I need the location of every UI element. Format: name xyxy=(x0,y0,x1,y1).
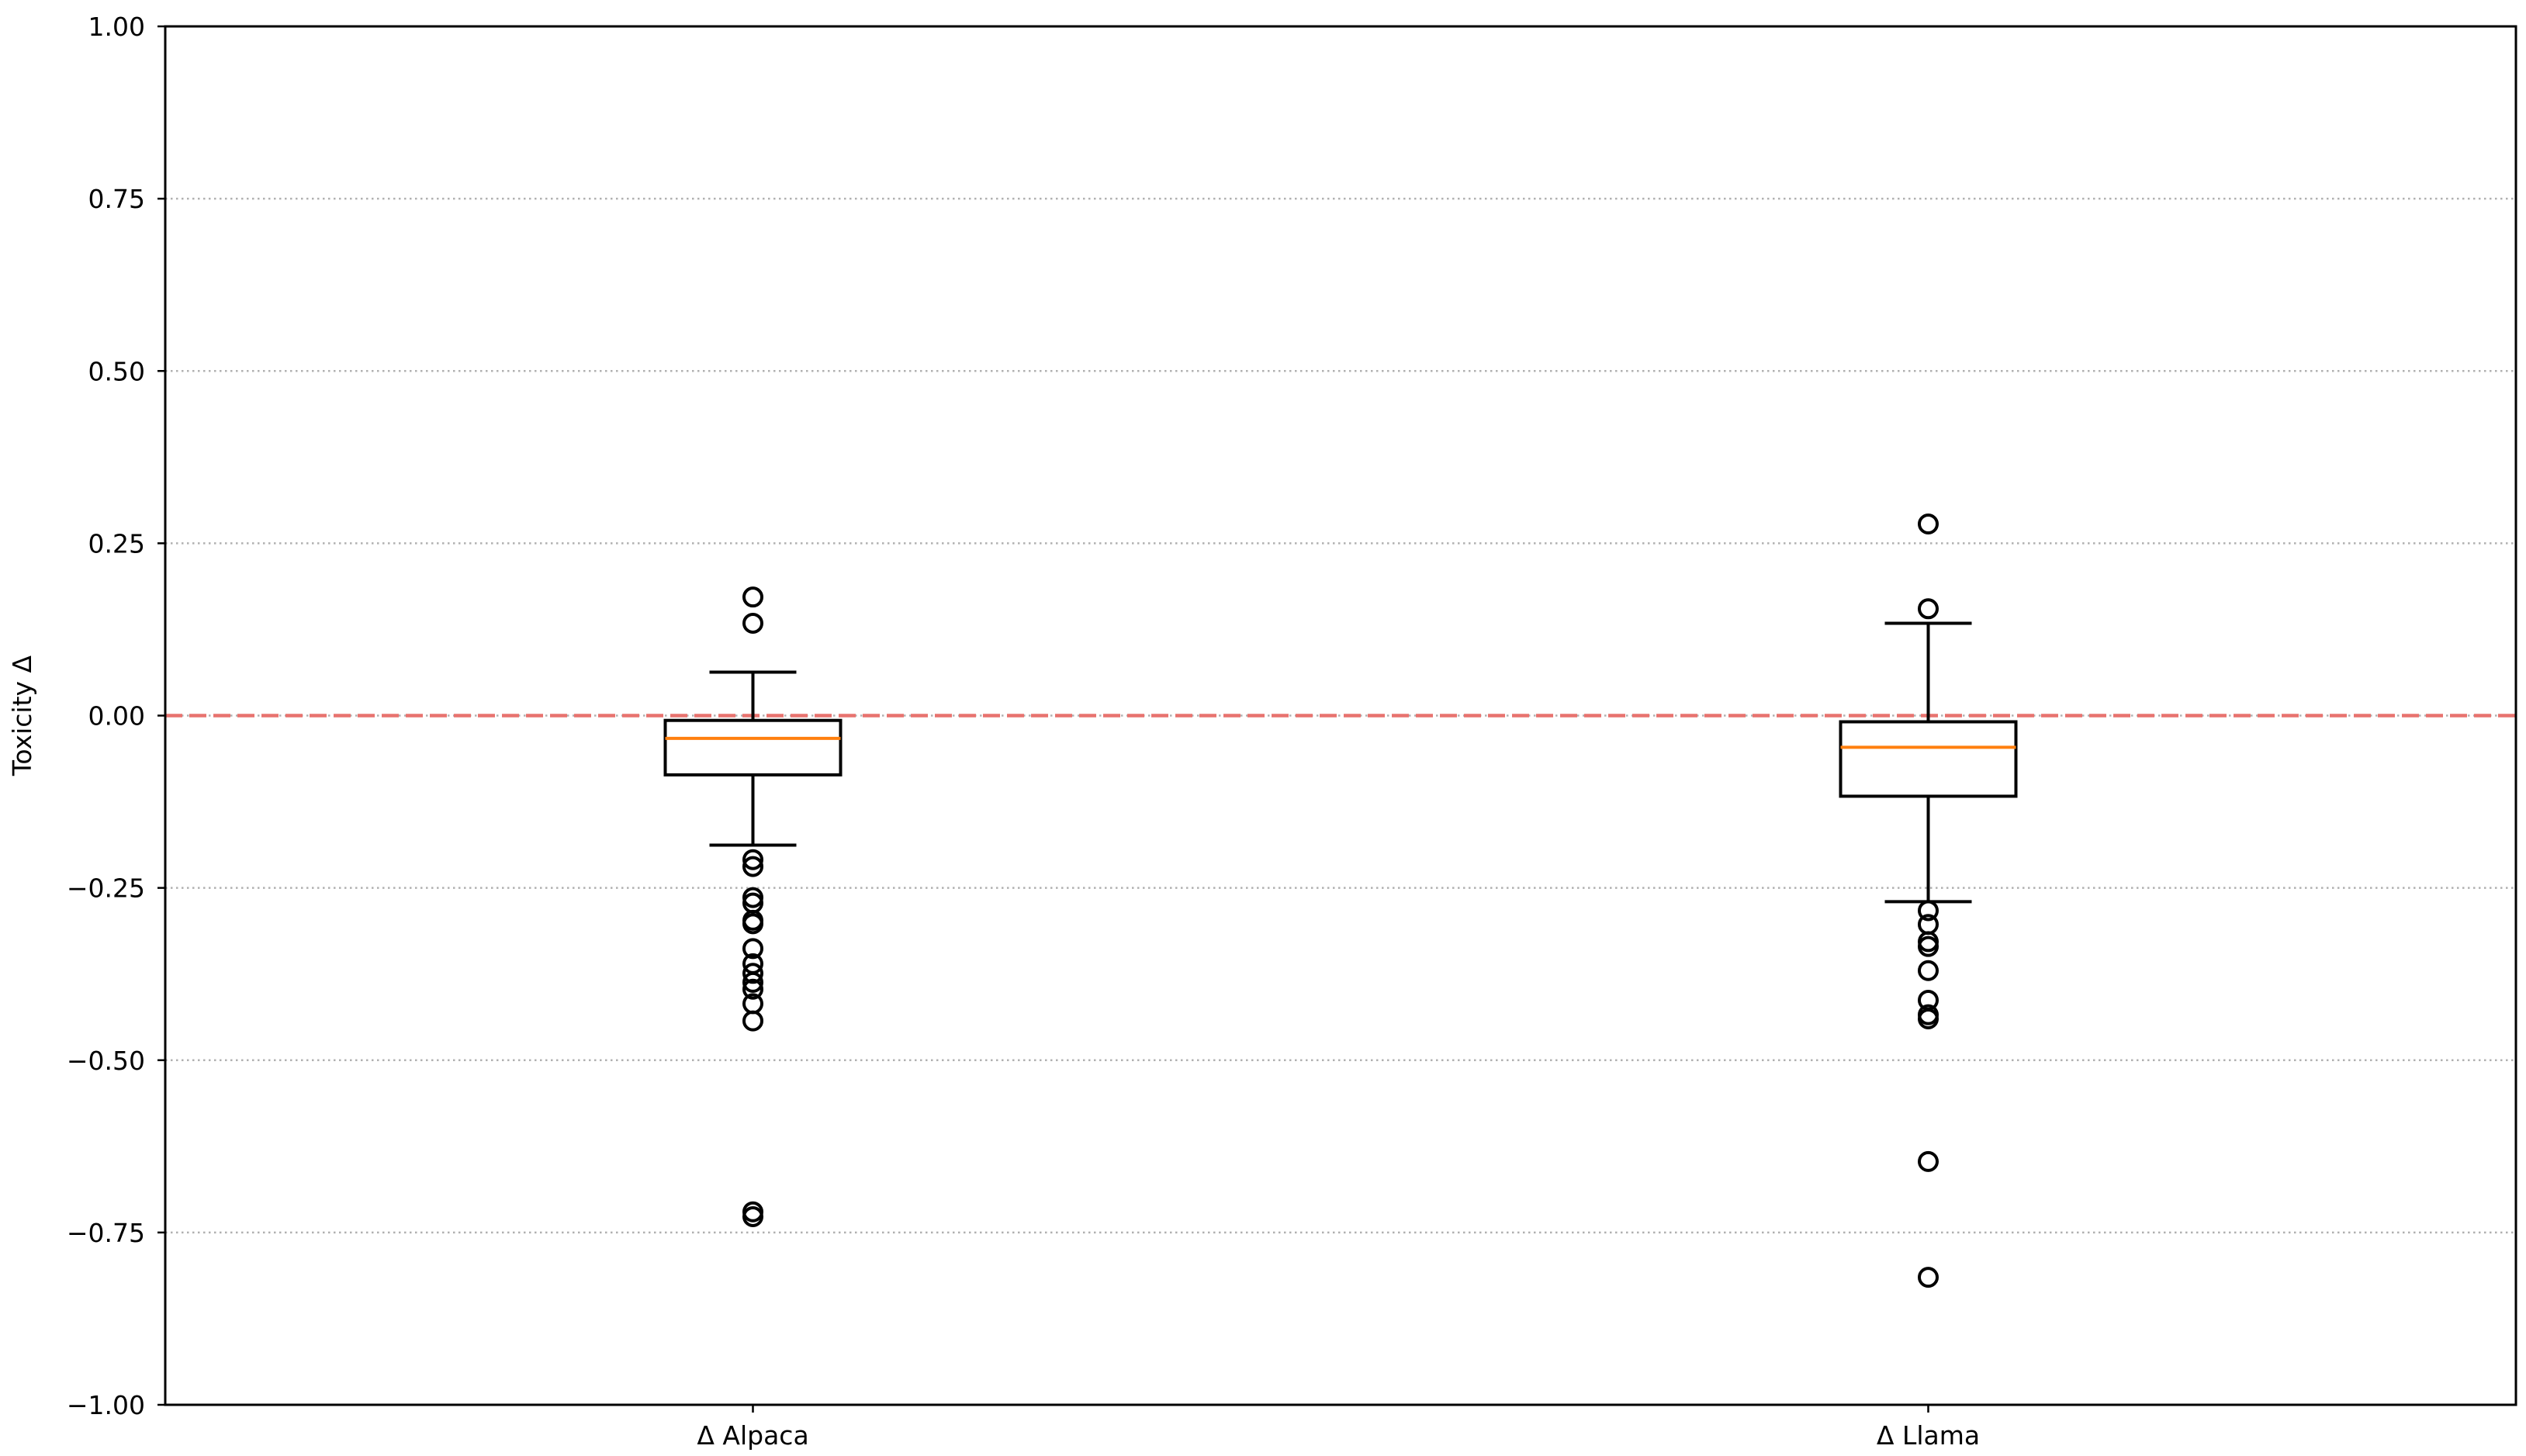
x-tick-label: Δ Alpaca xyxy=(697,1420,808,1451)
outlier-point xyxy=(742,1010,763,1032)
y-tick-label: 0.75 xyxy=(88,184,145,214)
box-llama xyxy=(1839,513,2018,1288)
x-tick-label: Δ Llama xyxy=(1877,1420,1980,1451)
y-tick-label: −0.50 xyxy=(67,1046,145,1076)
outlier-point xyxy=(742,963,763,984)
outlier-point xyxy=(742,586,763,608)
y-axis-ticks: 1.00 0.75 0.50 0.25 0.00 −0.25 −0.50 −0.75 −1.00 xyxy=(67,12,165,1420)
outlier-point xyxy=(1918,1150,1939,1172)
y-tick-label: −0.25 xyxy=(67,873,145,904)
y-axis-label: Toxicity Δ xyxy=(7,655,37,776)
y-tick-label: 0.00 xyxy=(88,701,145,731)
outlier-point xyxy=(742,887,763,908)
outlier-point xyxy=(1918,1008,1939,1029)
y-tick-label: −0.75 xyxy=(67,1218,145,1248)
outlier-point xyxy=(1918,1267,1939,1288)
iqr-box xyxy=(663,718,843,776)
iqr-box xyxy=(1839,720,2018,798)
outlier-point xyxy=(1918,598,1939,620)
outlier-point xyxy=(742,971,763,993)
outlier-point xyxy=(742,856,763,877)
x-axis-ticks: Δ Alpaca Δ Llama xyxy=(697,1405,1980,1451)
outlier-point xyxy=(742,1205,763,1227)
outlier-point xyxy=(742,612,763,634)
outlier-point xyxy=(1918,936,1939,957)
outlier-point xyxy=(742,938,763,960)
outlier-point xyxy=(1918,513,1939,534)
outlier-point xyxy=(1918,900,1939,922)
outlier-point xyxy=(742,978,763,1000)
y-tick-label: 0.25 xyxy=(88,528,145,559)
y-tick-label: 0.50 xyxy=(88,356,145,386)
y-tick-label: −1.00 xyxy=(67,1390,145,1420)
outlier-point xyxy=(1918,960,1939,981)
boxes xyxy=(663,513,2018,1288)
outlier-point xyxy=(742,849,763,870)
y-tick-label: 1.00 xyxy=(88,12,145,42)
outlier-point xyxy=(742,913,763,935)
box-alpaca xyxy=(663,586,843,1227)
